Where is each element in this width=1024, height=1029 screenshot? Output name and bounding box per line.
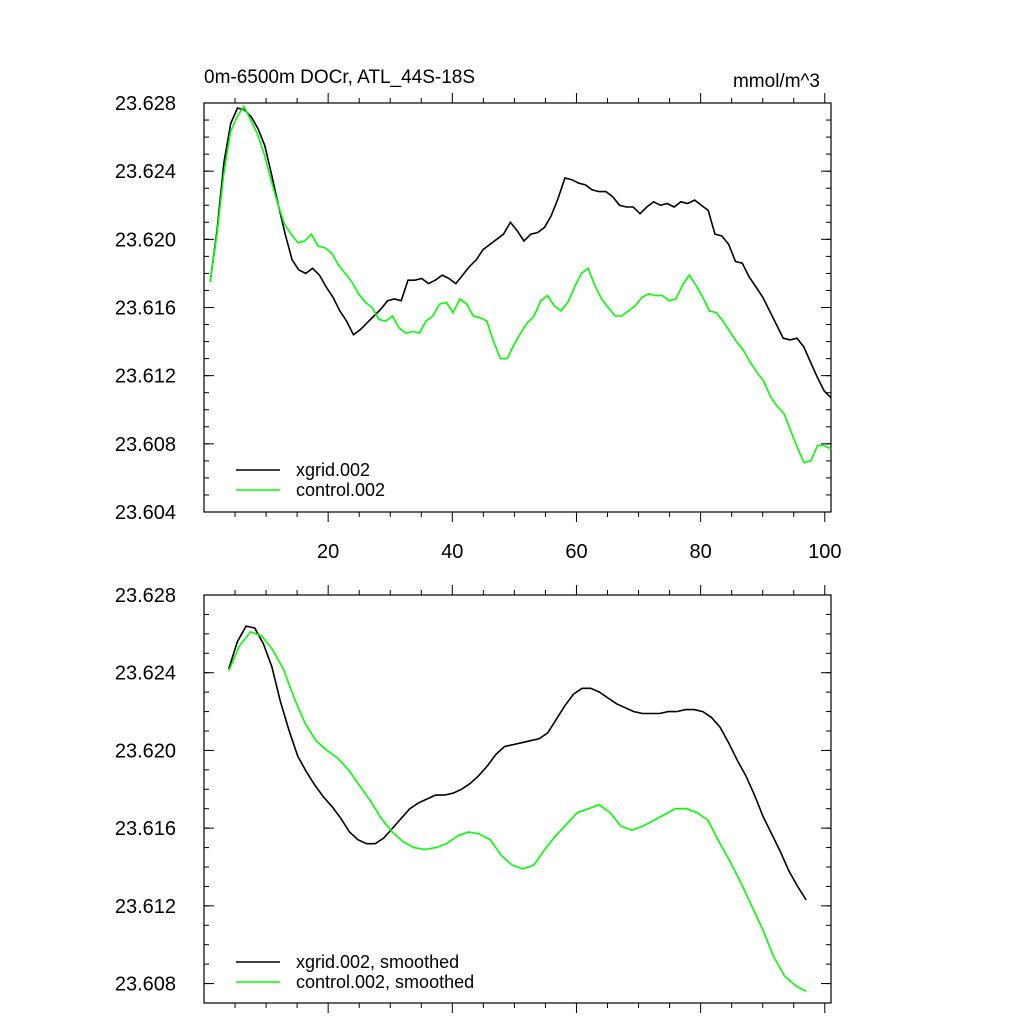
- y-tick-label: 23.608: [115, 974, 176, 996]
- y-tick-label: 23.608: [115, 434, 176, 456]
- y-tick-label: 23.620: [115, 229, 176, 251]
- units-label: mmol/m^3: [733, 71, 820, 92]
- y-tick-label: 23.628: [115, 93, 176, 115]
- y-tick-label: 23.604: [115, 502, 176, 524]
- bottom-panel: 23.628 23.624 23.620 23.616 23.612 23.608 xgri…: [115, 585, 832, 1013]
- x-tick-label: 80: [690, 541, 712, 563]
- y-tick-label: 23.628: [115, 585, 176, 607]
- series-line-xgrid: [209, 107, 832, 399]
- series-line-control: [209, 104, 832, 464]
- plot-frame: [203, 594, 832, 1004]
- x-tick-label: 100: [808, 541, 841, 563]
- y-tick-label: 23.624: [115, 663, 176, 685]
- y-tick-label: 23.616: [115, 818, 176, 840]
- x-tick-label: 60: [565, 541, 587, 563]
- legend-label: xgrid.002, smoothed: [296, 952, 459, 972]
- y-tick-label: 23.616: [115, 298, 176, 320]
- chart-title: 0m-6500m DOCr, ATL_44S-18S: [204, 67, 475, 88]
- x-tick-label: 20: [317, 541, 339, 563]
- legend-label: control.002, smoothed: [296, 972, 474, 992]
- series-line-control: [228, 630, 807, 993]
- x-tick-label: 40: [441, 541, 463, 563]
- y-tick-label: 23.624: [115, 161, 176, 183]
- top-panel: 0m-6500m DOCr, ATL_44S-18S mmol/m^3 23.6…: [115, 67, 842, 563]
- plot-frame: [203, 102, 832, 513]
- y-tick-label: 23.612: [115, 366, 176, 388]
- y-tick-label: 23.612: [115, 896, 176, 918]
- series-line-xgrid: [228, 625, 807, 901]
- legend-label: xgrid.002: [296, 460, 370, 480]
- y-tick-label: 23.620: [115, 740, 176, 762]
- legend-label: control.002: [296, 480, 385, 500]
